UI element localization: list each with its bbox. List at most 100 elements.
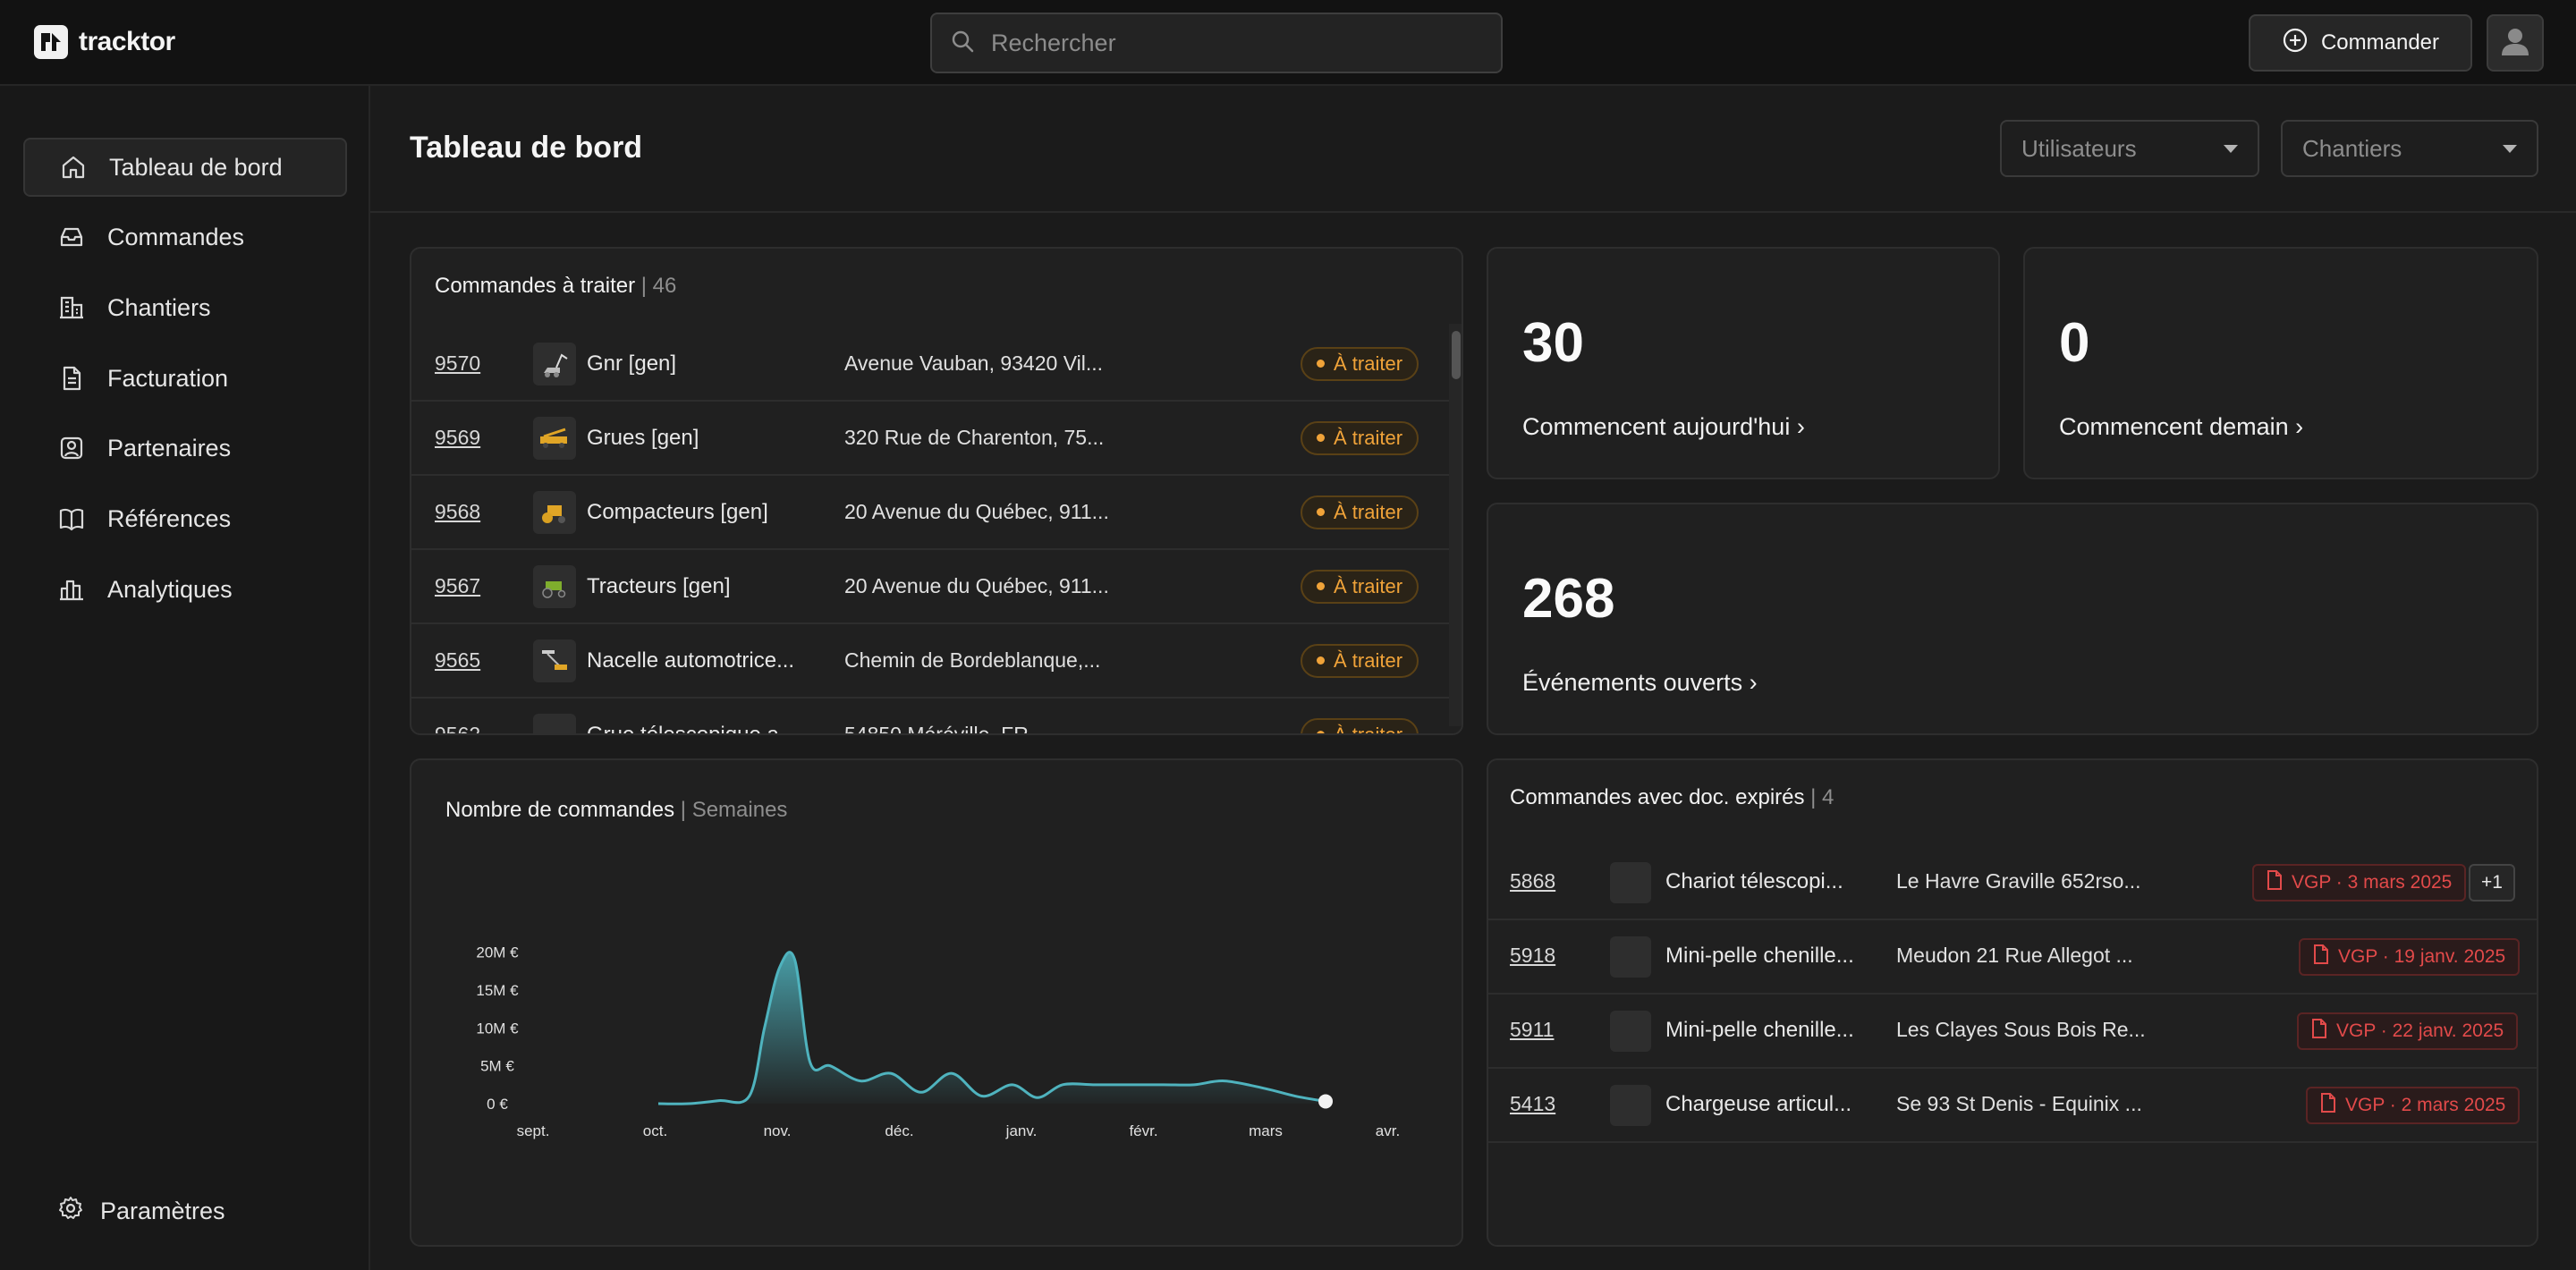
search-input[interactable] [991,29,1492,57]
expired-doc-badge[interactable]: VGP · 2 mars 2025 [2306,1087,2521,1124]
settings-link[interactable]: Paramètres [57,1195,225,1228]
order-equipment-name: Grues [gen] [587,425,699,450]
order-address: 54850 Méréville, FR [844,723,1029,735]
order-button[interactable]: Commander [2249,14,2472,72]
list-item[interactable]: 5868 Chariot télescopi... Le Havre Gravi… [1488,846,2537,920]
file-icon [2267,870,2283,895]
expired-docs-title: Commandes avec doc. expirés | 4 [1510,785,1834,810]
crane-icon [533,416,576,460]
order-id-link[interactable]: 9570 [435,351,481,375]
sites-filter-label: Chantiers [2302,134,2402,162]
x-tick-label: janv. [1005,1122,1038,1139]
sidebar-item-partners[interactable]: Partenaires [23,419,347,478]
expired-docs-count: | 4 [1810,785,1835,809]
table-row[interactable]: 9565 Nacelle automotrice... Chemin de Bo… [411,624,1454,698]
search-bar[interactable] [930,13,1503,73]
more-docs-badge[interactable]: +1 [2469,864,2515,902]
orders-chart-card: Nombre de commandes | Semaines 0 € 5M € 10… [410,758,1463,1247]
user-avatar[interactable] [2487,14,2544,72]
expired-doc-badge[interactable]: VGP · 19 janv. 2025 [2299,938,2521,976]
orders-to-process-count: | 46 [640,274,677,298]
plus-circle-icon [2282,27,2309,60]
gear-icon [57,1195,84,1228]
order-address: Se 93 St Denis - Equinix ... [1896,1092,2142,1115]
order-equipment-name: Chariot télescopi... [1665,869,1843,893]
sidebar-item-sites[interactable]: Chantiers [23,278,347,337]
orders-scrollbar[interactable] [1449,324,1462,726]
order-id-link[interactable]: 5911 [1510,1018,1555,1041]
scrollbar-thumb[interactable] [1452,331,1461,379]
order-address: Les Clayes Sous Bois Re... [1896,1018,2146,1041]
search-icon [950,29,975,58]
order-id-link[interactable]: 5918 [1510,944,1556,967]
app-name: tracktor [79,27,175,56]
expired-doc-badge[interactable]: VGP · 22 janv. 2025 [2297,1012,2519,1050]
list-item[interactable]: 5918 Mini-pelle chenille... Meudon 21 Ru… [1488,920,2537,995]
stat-link-events[interactable]: Événements ouverts › [1522,669,1758,696]
expired-doc-label: VGP · 2 mars 2025 [2345,1095,2506,1115]
orders-area-chart: 0 € 5M € 10M € 15M € 20M € sept. oct. nov. déc.… [476,944,1400,1139]
sidebar-item-label: Commandes [107,223,245,250]
x-tick-label: nov. [764,1122,792,1139]
table-row[interactable]: 9569 Grues [gen] 320 Rue de Charenton, 7… [411,402,1454,476]
list-item[interactable]: 5911 Mini-pelle chenille... Les Clayes S… [1488,995,2537,1069]
chart-line [657,951,1326,1105]
expired-doc-badge[interactable]: VGP · 3 mars 2025 [2252,864,2467,902]
status-badge: À traiter [1301,717,1419,733]
expired-docs-card: Commandes avec doc. expirés | 4 5868 Cha… [1487,758,2538,1247]
x-tick-label: déc. [885,1122,913,1139]
status-dot-icon [1317,656,1325,665]
status-label: À traiter [1334,351,1403,375]
document-icon [57,364,86,393]
orders-to-process-card: Commandes à traiter | 46 9570 Gnr [gen] … [410,247,1463,735]
sidebar: Tableau de bord Commandes Chantiers Fact… [0,86,370,1270]
app-logo[interactable]: tracktor [34,25,175,59]
sidebar-item-label: Analytiques [107,575,233,603]
sidebar-item-dashboard[interactable]: Tableau de bord [23,138,347,197]
stat-value-events: 268 [1522,568,1615,630]
users-filter-select[interactable]: Utilisateurs [2000,120,2259,177]
chevron-down-icon [2224,144,2238,153]
order-id-link[interactable]: 5868 [1510,869,1556,893]
stat-card-tomorrow[interactable]: 0 Commencent demain › [2023,247,2538,479]
expired-doc-label: VGP · 22 janv. 2025 [2336,1020,2504,1041]
sidebar-item-billing[interactable]: Facturation [23,349,347,408]
sidebar-item-references[interactable]: Références [23,489,347,548]
status-badge: À traiter [1301,643,1419,678]
sidebar-item-orders[interactable]: Commandes [23,207,347,267]
table-row[interactable]: 9568 Compacteurs [gen] 20 Avenue du Québ… [411,476,1454,550]
stat-link-tomorrow[interactable]: Commencent demain › [2059,413,2304,440]
stat-link-today[interactable]: Commencent aujourd'hui › [1522,413,1805,440]
sidebar-item-label: Partenaires [107,434,232,461]
table-row[interactable]: 9562 Grue télescopique a... 54850 Mérévi… [411,698,1454,735]
top-bar: tracktor Commander [0,0,2576,86]
order-id-link[interactable]: 9565 [435,648,481,672]
order-id-link[interactable]: 9562 [435,723,481,735]
sidebar-item-label: Chantiers [107,293,211,321]
order-id-link[interactable]: 9568 [435,500,481,523]
tracktor-logo-icon [34,25,68,59]
sites-filter-select[interactable]: Chantiers [2281,120,2538,177]
list-item[interactable]: 5413 Chargeuse articul... Se 93 St Denis… [1488,1069,2537,1143]
order-equipment-name: Mini-pelle chenille... [1665,1018,1854,1042]
order-address: Meudon 21 Rue Allegot ... [1896,944,2133,967]
sidebar-item-analytics[interactable]: Analytiques [23,560,347,619]
expired-doc-label: VGP · 19 janv. 2025 [2338,946,2506,967]
stat-card-today[interactable]: 30 Commencent aujourd'hui › [1487,247,2000,479]
status-label: À traiter [1334,648,1403,672]
stat-value-tomorrow: 0 [2059,312,2090,374]
telehandler-icon [1610,862,1651,903]
y-tick-label: 5M € [480,1058,514,1075]
orders-to-process-title: Commandes à traiter | 46 [435,274,676,299]
table-row[interactable]: 9567 Tracteurs [gen] 20 Avenue du Québec… [411,550,1454,624]
table-row[interactable]: 9570 Gnr [gen] Avenue Vauban, 93420 Vil.… [411,327,1454,402]
order-id-link[interactable]: 5413 [1510,1092,1556,1115]
stat-card-events[interactable]: 268 Événements ouverts › [1487,503,2538,735]
x-tick-label: avr. [1376,1122,1400,1139]
order-equipment-name: Gnr [gen] [587,351,677,376]
order-id-link[interactable]: 9569 [435,426,481,449]
x-tick-label: mars [1249,1122,1283,1139]
order-id-link[interactable]: 9567 [435,574,481,597]
contact-icon [57,434,86,462]
chart-end-point[interactable] [1318,1094,1333,1109]
